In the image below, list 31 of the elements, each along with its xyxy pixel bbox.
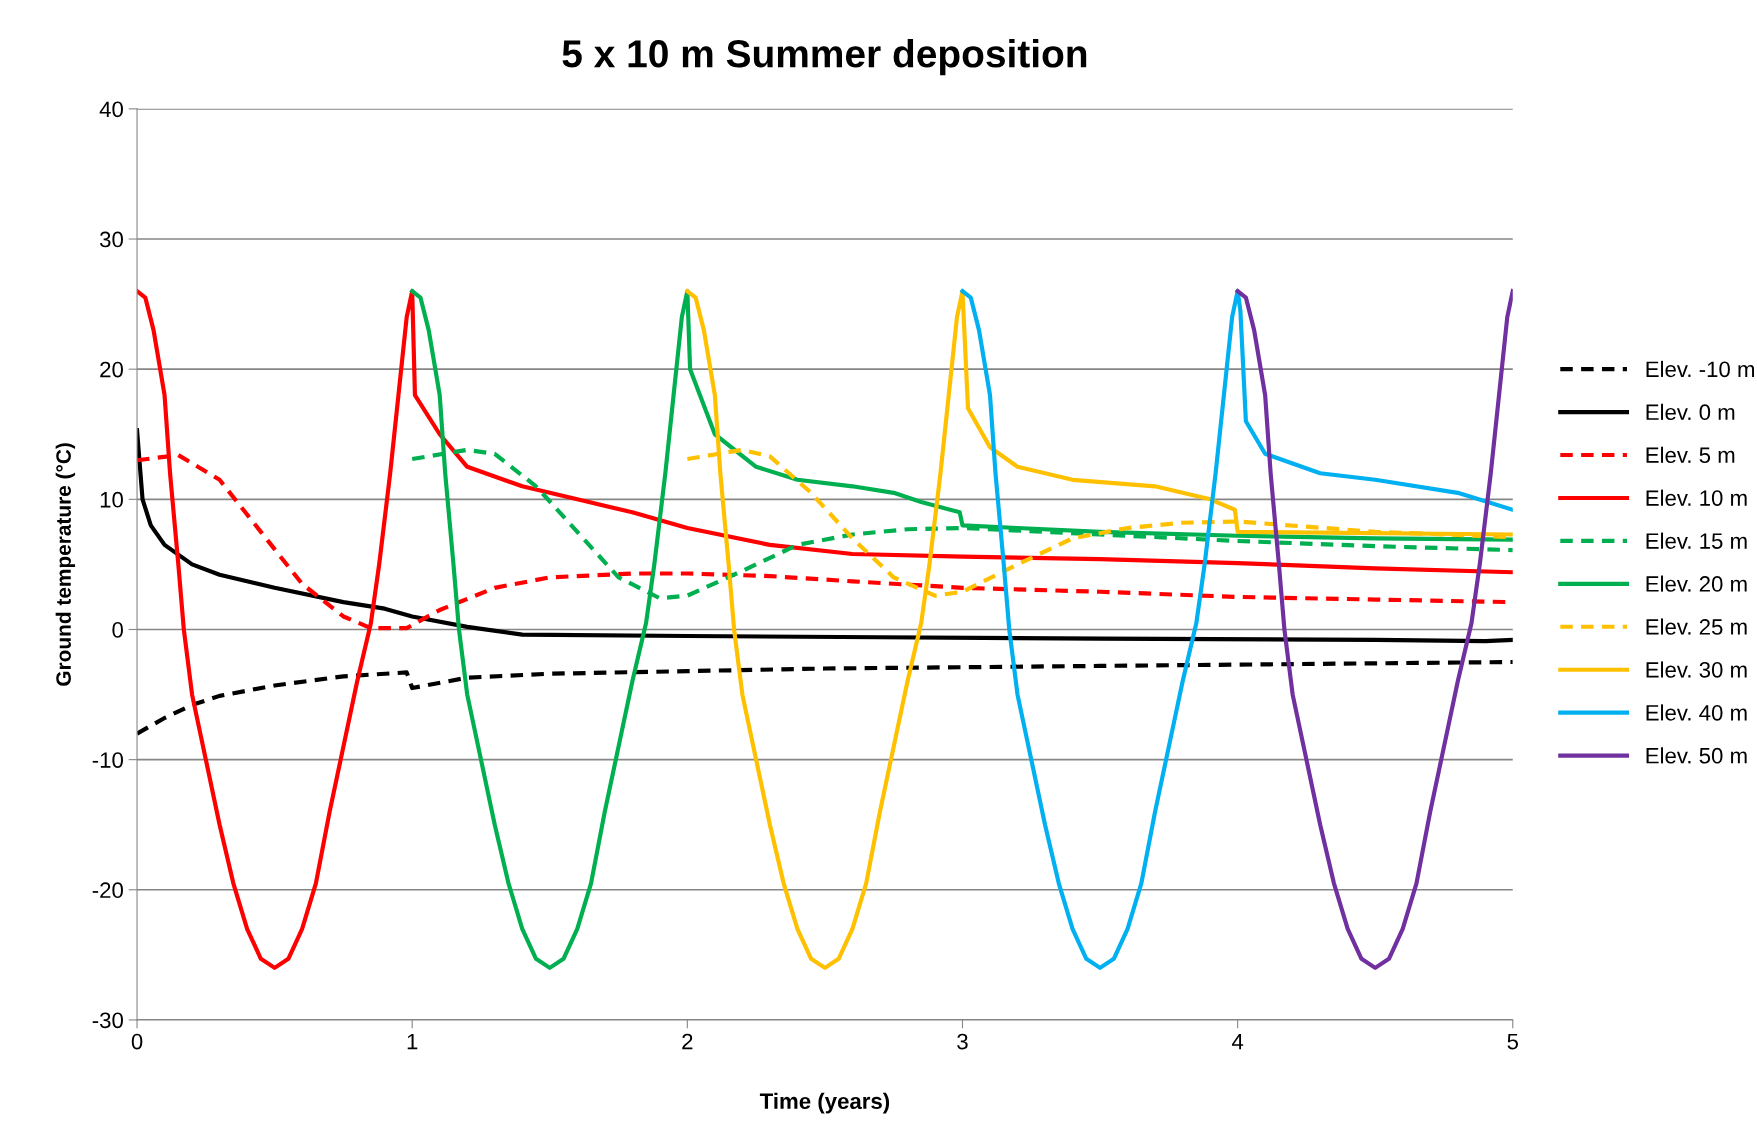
x-tick-label: 0 xyxy=(131,1033,143,1050)
legend-label: Elev. 5 m xyxy=(1646,446,1735,464)
y-tick-label: 0 xyxy=(112,622,123,638)
y-axis-title: Ground temperature (°C) xyxy=(55,443,76,686)
legend-label: Elev. 10 m xyxy=(1646,489,1747,506)
line-series xyxy=(960,288,1513,970)
legend-label: Elev. 50 m xyxy=(1646,747,1747,764)
x-axis-title: Time (years) xyxy=(759,1092,890,1114)
y-tick-label: -10 xyxy=(92,752,123,768)
line-series xyxy=(410,288,1513,970)
chart-title: 5 x 10 m Summer deposition xyxy=(562,39,1087,76)
legend-label: Elev. 30 m xyxy=(1646,661,1747,678)
y-tick-label: 30 xyxy=(99,231,123,248)
x-tick-label: 1 xyxy=(407,1033,418,1050)
x-tick-label: 5 xyxy=(1507,1033,1519,1050)
line-series xyxy=(1235,288,1513,970)
y-tick-label: 20 xyxy=(100,361,123,378)
line-series xyxy=(137,659,1513,736)
legend-label: Elev. -10 m xyxy=(1646,360,1755,378)
legend-label: Elev. 20 m xyxy=(1646,575,1747,592)
x-tick-label: 4 xyxy=(1231,1033,1244,1050)
y-tick-label: 10 xyxy=(100,491,123,508)
x-tick-label: 2 xyxy=(682,1033,693,1050)
y-tick-label: -30 xyxy=(92,1012,123,1029)
y-tick-label: -20 xyxy=(92,882,123,899)
legend-label: Elev. 25 m xyxy=(1646,618,1747,635)
legend-label: Elev. 40 m xyxy=(1646,704,1747,721)
y-tick-label: 40 xyxy=(99,101,123,118)
legend-label: Elev. 15 m xyxy=(1646,532,1747,549)
x-tick-label: 3 xyxy=(957,1033,968,1050)
legend-label: Elev. 0 m xyxy=(1646,403,1735,421)
